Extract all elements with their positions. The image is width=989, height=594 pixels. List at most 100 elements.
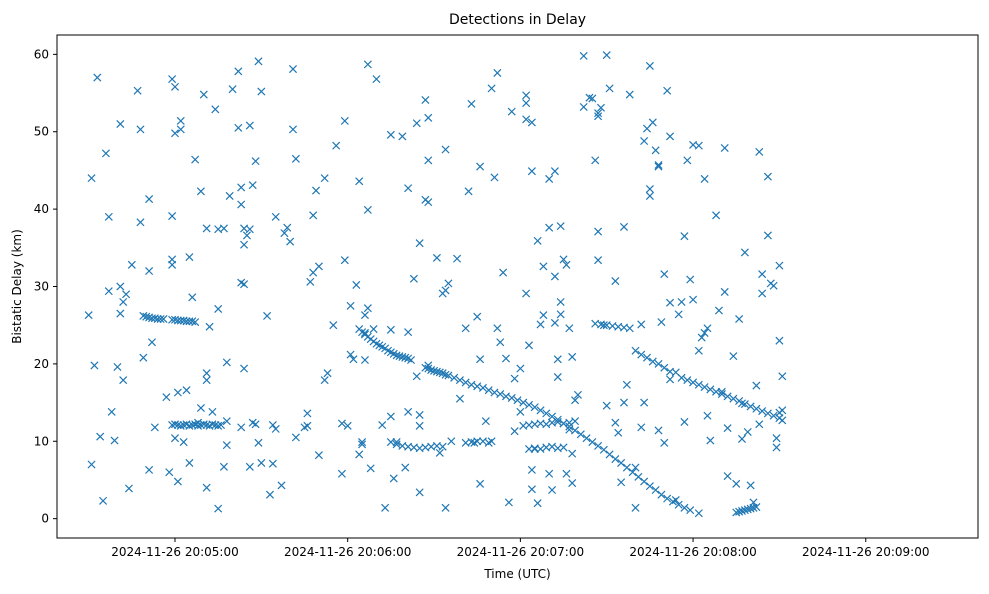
- data-point: [680, 503, 689, 512]
- data-point: [487, 84, 496, 93]
- data-point: [717, 390, 726, 399]
- data-point: [346, 301, 355, 310]
- data-point: [594, 227, 603, 236]
- data-point: [173, 420, 182, 430]
- data-point: [441, 370, 450, 379]
- data-point: [441, 286, 450, 295]
- data-point: [536, 406, 545, 415]
- data-point: [605, 84, 614, 93]
- data-point: [568, 479, 577, 488]
- data-point: [645, 191, 654, 200]
- data-point: [398, 352, 407, 361]
- x-axis-label: Time (UTC): [483, 567, 550, 581]
- data-point: [706, 436, 715, 445]
- data-point: [145, 195, 154, 204]
- data-point: [170, 129, 180, 138]
- data-point: [173, 388, 182, 397]
- data-point: [473, 312, 482, 321]
- data-point: [602, 51, 611, 60]
- y-tick-label: 20: [34, 357, 49, 371]
- data-point: [617, 458, 626, 467]
- data-point: [668, 497, 677, 506]
- data-point: [663, 86, 672, 95]
- data-point: [208, 407, 217, 416]
- data-point: [519, 398, 528, 407]
- data-point: [381, 503, 390, 512]
- data-point: [556, 310, 565, 319]
- data-point: [139, 311, 148, 320]
- data-point: [631, 346, 640, 355]
- data-point: [450, 373, 459, 382]
- data-point: [582, 434, 591, 443]
- data-point: [697, 333, 706, 342]
- data-point: [306, 277, 315, 286]
- data-point: [625, 324, 634, 333]
- data-point: [553, 373, 562, 382]
- data-point: [234, 123, 243, 132]
- data-point: [588, 438, 597, 447]
- data-point: [392, 440, 401, 449]
- data-point: [645, 61, 654, 70]
- data-point: [542, 420, 551, 429]
- data-point: [196, 403, 205, 413]
- data-point: [320, 174, 329, 183]
- x-tick-label: 2024-11-26 20:05:00: [111, 545, 238, 559]
- data-point: [194, 421, 203, 430]
- data-point: [565, 324, 574, 333]
- data-point: [622, 463, 631, 472]
- data-point: [571, 396, 580, 405]
- data-point: [346, 350, 355, 359]
- data-point: [599, 445, 608, 454]
- data-point: [660, 363, 669, 372]
- data-point: [553, 355, 562, 364]
- data-point: [162, 393, 171, 402]
- data-point: [435, 368, 444, 377]
- data-point: [389, 474, 398, 483]
- data-point: [119, 297, 128, 307]
- data-point: [188, 317, 197, 326]
- data-point: [571, 426, 580, 435]
- data-point: [614, 428, 623, 437]
- data-point: [237, 200, 246, 209]
- data-point: [104, 287, 113, 296]
- data-point: [473, 382, 482, 391]
- data-point: [283, 223, 292, 232]
- data-point: [467, 99, 476, 108]
- data-point: [706, 385, 715, 394]
- data-point: [700, 383, 709, 392]
- data-point: [173, 477, 182, 486]
- data-point: [211, 105, 220, 114]
- data-point: [686, 506, 695, 515]
- data-point: [240, 240, 249, 249]
- data-point: [153, 314, 162, 324]
- data-point: [369, 325, 378, 334]
- data-point: [588, 94, 597, 103]
- data-point: [202, 483, 211, 492]
- data-point: [510, 427, 519, 436]
- data-point: [484, 438, 493, 447]
- data-point: [746, 402, 755, 411]
- data-point: [605, 450, 614, 459]
- data-point: [683, 376, 692, 385]
- data-point: [484, 386, 493, 395]
- data-point: [430, 366, 439, 375]
- data-point: [775, 414, 784, 423]
- data-point: [245, 121, 254, 130]
- data-point: [251, 157, 260, 166]
- data-point: [265, 490, 275, 499]
- y-axis-ticks: 0 10 20 30 40 50 60: [34, 47, 57, 526]
- data-point: [594, 256, 603, 265]
- data-point: [576, 430, 585, 439]
- x-tick-label: 2024-11-26 20:06:00: [284, 545, 411, 559]
- data-point: [392, 438, 401, 447]
- data-point: [507, 107, 516, 116]
- data-point: [355, 450, 364, 459]
- data-point: [686, 275, 695, 284]
- data-point: [378, 420, 387, 430]
- data-point: [769, 411, 778, 420]
- data-point: [599, 321, 608, 330]
- data-point: [415, 239, 424, 248]
- data-point: [222, 417, 231, 426]
- data-point: [251, 420, 260, 429]
